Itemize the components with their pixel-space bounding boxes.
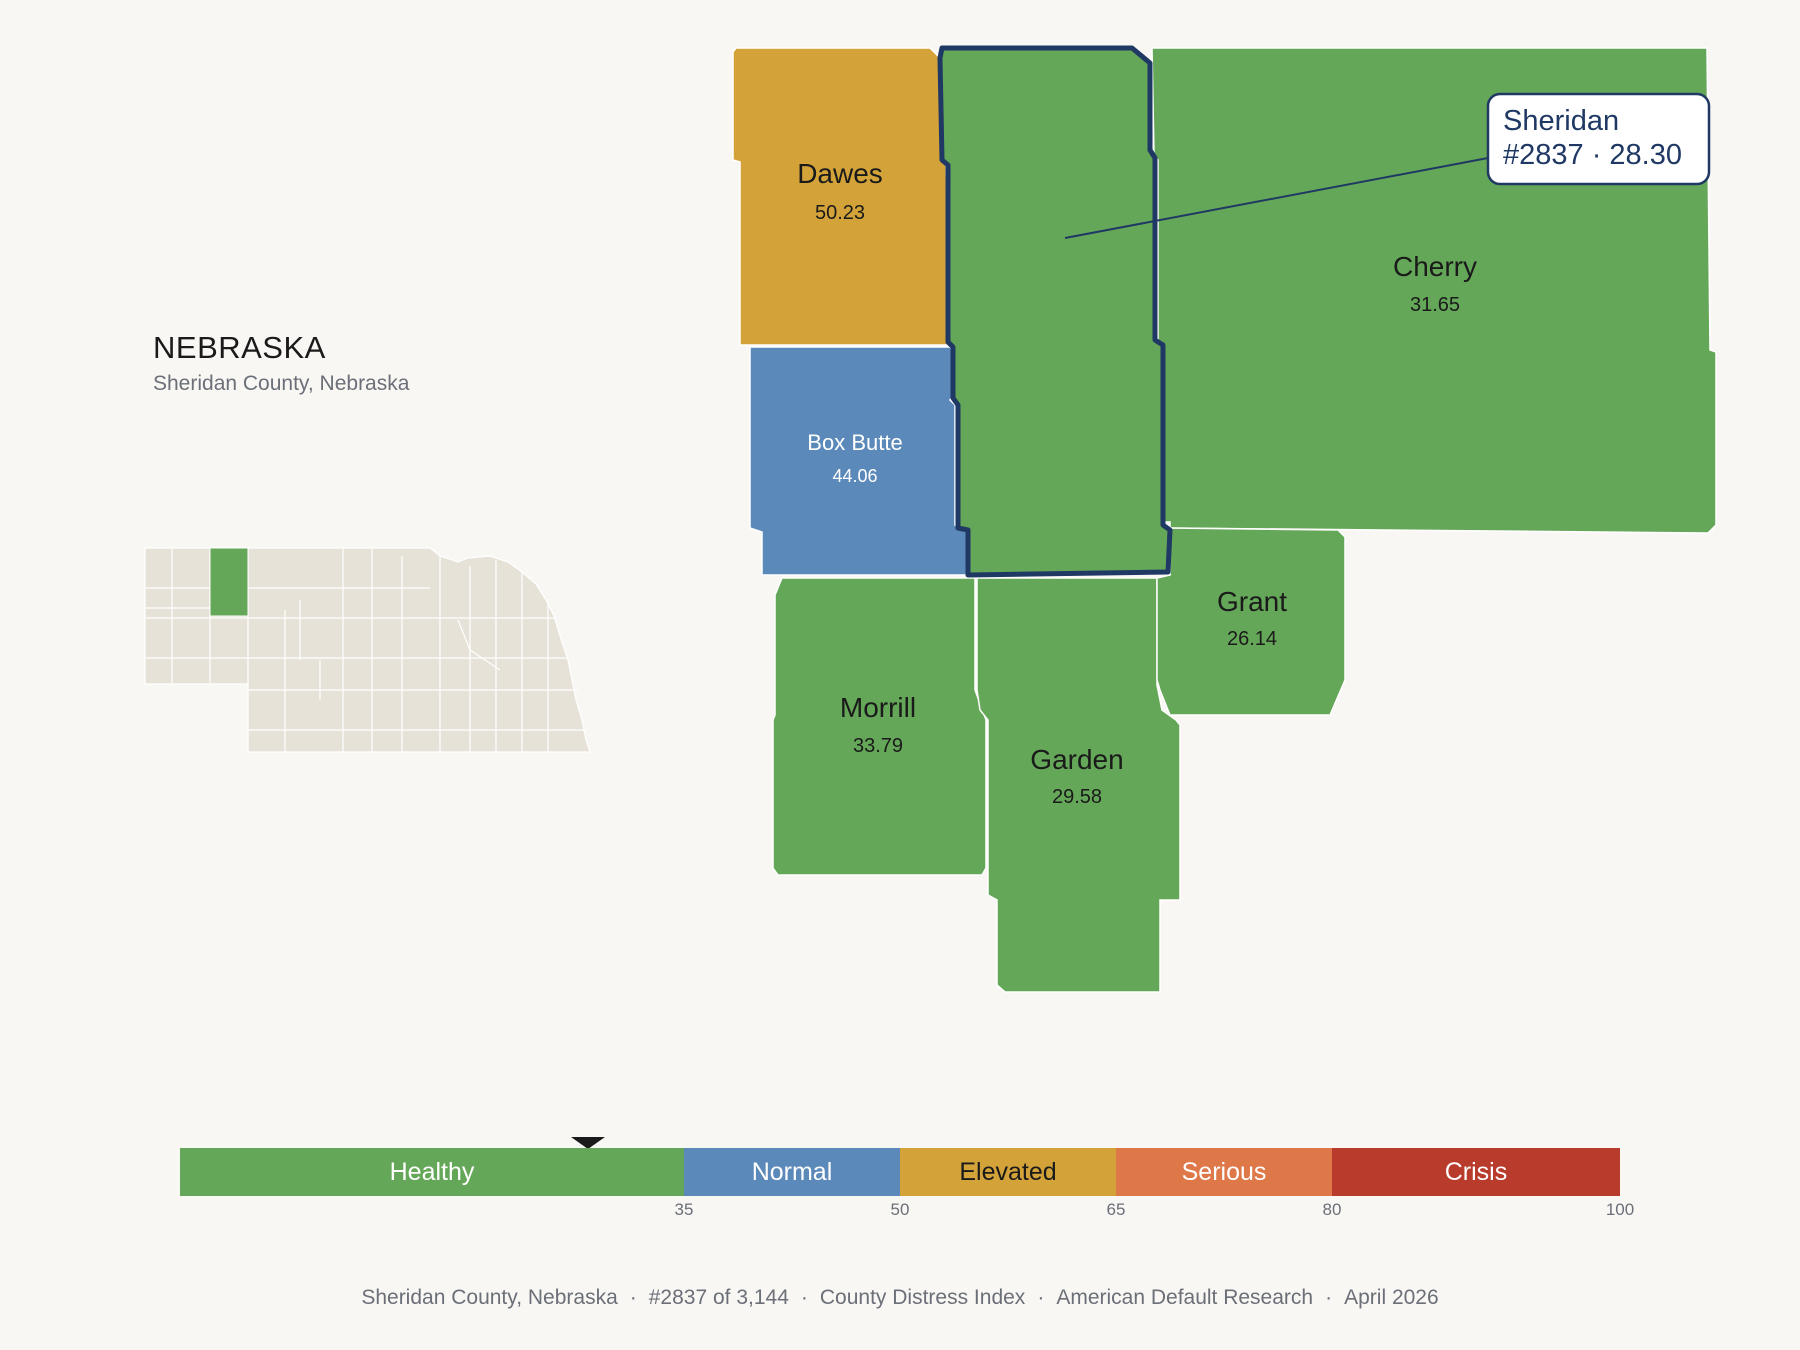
score-marker (570, 1137, 605, 1149)
callout-rank-score: #2837 · 28.30 (1503, 139, 1682, 171)
county-label-box-butte: Box Butte (807, 430, 902, 455)
legend-band-crisis: Crisis (1332, 1148, 1620, 1196)
callout-box (1486, 92, 1711, 186)
footer-source: American Default Research (1056, 1286, 1314, 1309)
county-value-grant: 26.14 (1227, 628, 1277, 650)
legend-tick: 35 (674, 1200, 694, 1219)
sheridan-callout: Sheridan #2837 · 28.30 (1064, 92, 1711, 239)
county-shapes (732, 45, 1717, 993)
county-sheridan[interactable] (937, 45, 1173, 578)
footer-place: Sheridan County, Nebraska (361, 1286, 618, 1309)
county-grant[interactable] (1156, 527, 1346, 716)
callout-leader-line (1064, 157, 1489, 239)
footer-separator: · (629, 1286, 637, 1309)
county-label-garden: Garden (1030, 744, 1123, 775)
legend-tick: 100 (1605, 1200, 1635, 1219)
county-dawes[interactable] (732, 47, 949, 346)
county-label-morrill: Morrill (840, 692, 916, 723)
inset-sheridan-highlight (209, 547, 249, 617)
footer-rank: #2837 of 3,144 (648, 1286, 789, 1309)
legend-bar: Healthy Normal Elevated Serious Crisis (180, 1148, 1620, 1196)
footer-index: County Distress Index (819, 1286, 1026, 1309)
state-title: NEBRASKA (153, 330, 326, 365)
legend-ticks: 35 50 65 80 100 (180, 1200, 1635, 1224)
county-value-dawes: 50.23 (815, 202, 865, 224)
county-value-morrill: 33.79 (853, 735, 903, 757)
legend-tick: 80 (1322, 1200, 1342, 1219)
legend-band-elevated: Elevated (900, 1148, 1116, 1196)
callout-county-name: Sheridan (1503, 105, 1619, 137)
footer-separator: · (800, 1286, 808, 1309)
legend-tick: 50 (890, 1200, 910, 1219)
state-subtitle: Sheridan County, Nebraska (153, 372, 410, 395)
legend-band-healthy: Healthy (180, 1148, 684, 1196)
footer-separator: · (1037, 1286, 1045, 1309)
county-value-garden: 29.58 (1052, 786, 1102, 808)
county-garden[interactable] (976, 577, 1181, 993)
footer-separator: · (1325, 1286, 1333, 1309)
footer: Sheridan County, Nebraska · #2837 of 3,144… (0, 1286, 1800, 1310)
county-box-butte[interactable] (749, 346, 969, 576)
county-labels: Dawes 50.23 Cherry 31.65 Box Butte 44.06… (797, 158, 1477, 808)
legend-band-normal: Normal (684, 1148, 900, 1196)
nebraska-inset-map (144, 547, 591, 753)
county-value-box-butte: 44.06 (832, 466, 877, 486)
legend-band-serious: Serious (1116, 1148, 1332, 1196)
county-label-dawes: Dawes (797, 158, 883, 189)
county-morrill[interactable] (772, 577, 987, 876)
county-value-cherry: 31.65 (1410, 294, 1460, 316)
county-label-grant: Grant (1217, 586, 1287, 617)
nebraska-outline (144, 547, 591, 753)
footer-date: April 2026 (1344, 1286, 1439, 1309)
legend-tick: 65 (1106, 1200, 1126, 1219)
county-label-cherry: Cherry (1393, 251, 1477, 282)
